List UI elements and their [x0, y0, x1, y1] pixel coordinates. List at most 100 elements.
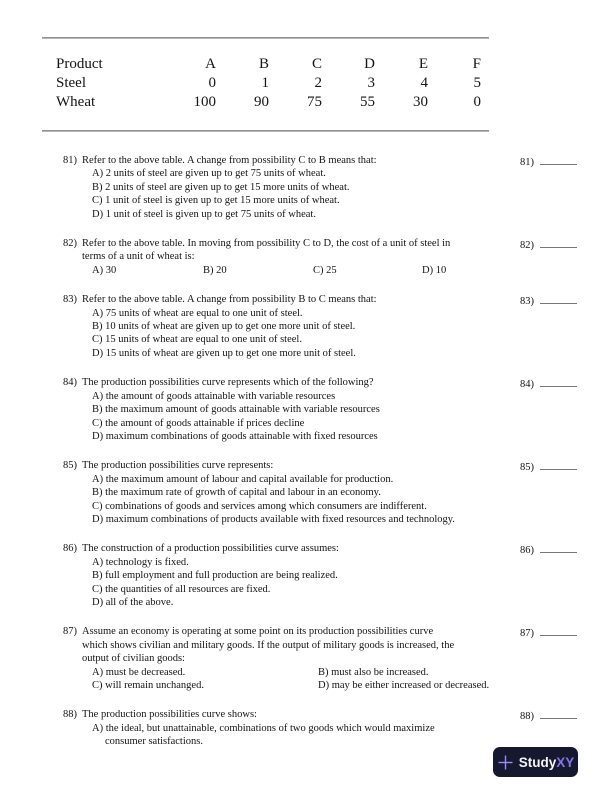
option: C) 25 — [313, 264, 337, 276]
question-84: 84) The production possibilities curve r… — [63, 376, 577, 444]
option: D) all of the above. — [92, 596, 174, 608]
question-number: 82) — [63, 238, 77, 250]
question-86: 86) The construction of a production pos… — [63, 542, 577, 610]
answer-number: 85) — [520, 462, 534, 474]
question-options: A) must be decreased. B) must also be in… — [82, 666, 508, 693]
table-cell: E — [418, 56, 428, 72]
table-cell: 4 — [420, 75, 429, 91]
answer-blank-line[interactable] — [540, 542, 577, 554]
option: D) may be either increased or decreased. — [318, 680, 490, 691]
question-83: 83) Refer to the above table. A change f… — [63, 293, 577, 361]
question-number: 88) — [63, 709, 77, 721]
table-cell: 0 — [208, 75, 217, 91]
question-number: 81) — [63, 155, 77, 166]
question-options: A) 30 B) 20 C) 25 D) 10 — [82, 264, 508, 277]
answer-slot: 88) — [520, 708, 577, 723]
table-cell: 5 — [473, 75, 482, 91]
answer-slot: 83) — [520, 293, 577, 308]
table-row-label: Steel — [56, 75, 86, 91]
question-number: 85) — [63, 460, 77, 472]
answer-blank-line[interactable] — [540, 376, 577, 388]
logo-text-primary: Study — [518, 754, 557, 770]
answer-slot: 82) — [520, 237, 577, 252]
option: A) must be decreased. — [92, 666, 186, 678]
top-divider — [42, 37, 489, 39]
question-82: 82) Refer to the above table. In moving … — [63, 237, 577, 277]
option: D) 15 units of wheat are given up to get… — [92, 347, 356, 359]
table-row-label: Wheat — [56, 94, 96, 110]
table-cell: 55 — [360, 94, 375, 110]
table-cell: 1 — [261, 75, 270, 91]
studyxy-logo[interactable]: StudyXY — [493, 747, 578, 777]
question-number: 86) — [63, 543, 77, 555]
answer-number: 83) — [520, 296, 534, 308]
answer-slot: 87) — [520, 625, 577, 640]
option: C) combinations of goods and services am… — [92, 500, 427, 512]
answer-number: 88) — [520, 711, 534, 723]
question-options: A) 75 units of wheat are equal to one un… — [82, 307, 508, 361]
option: D) 1 unit of steel is given up to get 75… — [92, 208, 316, 220]
option: A) 2 units of steel are given up to get … — [92, 168, 326, 180]
option: B) 2 units of steel are given up to get … — [92, 181, 350, 193]
option: C) 15 units of wheat are equal to one un… — [92, 334, 302, 346]
table-row: Product A B C D E F — [56, 55, 481, 74]
question-options: A) technology is fixed. B) full employme… — [82, 556, 508, 610]
question-88: 88) The production possibilities curve s… — [63, 708, 577, 749]
table-header-cell: Product — [56, 56, 103, 72]
table-cell: D — [364, 56, 375, 72]
answer-number: 86) — [520, 545, 534, 557]
question-stem: Refer to the above table. A change from … — [82, 155, 377, 166]
table-bottom-divider — [42, 130, 489, 132]
question-number: 87) — [63, 626, 77, 638]
option: C) will remain unchanged. — [92, 680, 204, 691]
answer-blank-line[interactable] — [540, 625, 577, 637]
answer-number: 84) — [520, 379, 534, 391]
option: D) maximum combinations of goods attaina… — [92, 430, 378, 442]
answer-blank-line[interactable] — [540, 237, 577, 249]
question-stem: The construction of a production possibi… — [82, 543, 339, 555]
table-cell: 75 — [307, 94, 322, 110]
question-options: A) 2 units of steel are given up to get … — [82, 167, 508, 221]
answer-number: 82) — [520, 240, 534, 252]
table-cell: A — [205, 56, 216, 72]
production-possibilities-table: Product A B C D E F Steel 0 1 2 3 4 5 Wh… — [56, 55, 481, 112]
answer-blank-line[interactable] — [540, 708, 577, 720]
option: A) the amount of goods attainable with v… — [92, 390, 336, 402]
option: B) 20 — [203, 264, 227, 276]
question-81: 81) Refer to the above table. A change f… — [63, 154, 577, 221]
option: B) full employment and full production a… — [92, 570, 338, 582]
question-85: 85) The production possibilities curve r… — [63, 459, 577, 526]
question-stem: The production possibilities curve repre… — [82, 460, 274, 472]
answer-blank-line[interactable] — [540, 154, 577, 165]
question-stem: The production possibilities curve shows… — [82, 709, 257, 721]
question-stem: The production possibilities curve repre… — [82, 377, 374, 389]
question-stem: Assume an economy is operating at some p… — [82, 626, 455, 665]
question-stem: Refer to the above table. A change from … — [82, 294, 377, 306]
option: C) the amount of goods attainable if pri… — [92, 417, 305, 429]
option: A) technology is fixed. — [92, 556, 189, 568]
plus-icon — [497, 754, 514, 771]
table-row: Wheat 100 90 75 55 30 0 — [56, 93, 481, 112]
answer-slot: 85) — [520, 459, 577, 474]
option: B) must also be increased. — [318, 666, 429, 678]
question-number: 84) — [63, 377, 77, 389]
option: A) the ideal, but unattainable, combinat… — [92, 722, 435, 748]
table-cell: 100 — [193, 94, 217, 110]
question-number: 83) — [63, 294, 77, 306]
logo-text-accent: XY — [556, 754, 575, 770]
answer-slot: 81) — [520, 154, 577, 169]
option: B) 10 units of wheat are given up to get… — [92, 321, 356, 333]
question-stem: Refer to the above table. In moving from… — [82, 238, 451, 263]
table-cell: F — [472, 56, 481, 72]
answer-blank-line[interactable] — [540, 459, 577, 471]
answer-number: 81) — [520, 157, 534, 168]
question-options: A) the amount of goods attainable with v… — [82, 390, 508, 444]
answer-blank-line[interactable] — [540, 293, 577, 305]
option: A) the maximum amount of labour and capi… — [92, 473, 394, 485]
question-options: A) the ideal, but unattainable, combinat… — [82, 722, 508, 749]
table-cell: C — [311, 56, 322, 72]
option: B) the maximum rate of growth of capital… — [92, 487, 381, 499]
question-87: 87) Assume an economy is operating at so… — [63, 625, 577, 693]
table-cell: B — [258, 56, 269, 72]
